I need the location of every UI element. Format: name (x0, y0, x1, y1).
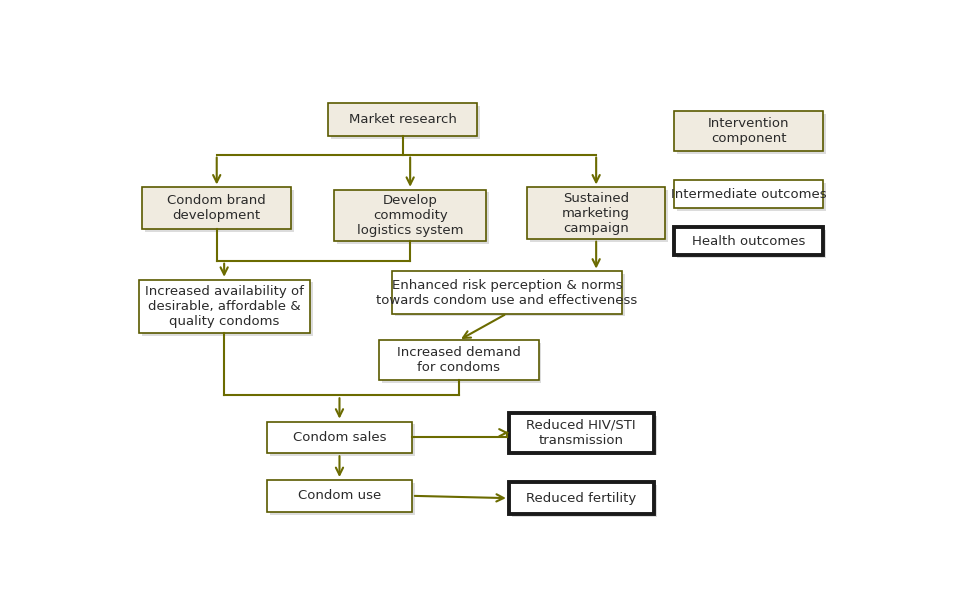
FancyBboxPatch shape (509, 413, 654, 453)
Text: Reduced fertility: Reduced fertility (526, 492, 636, 504)
FancyBboxPatch shape (674, 227, 823, 255)
Text: Condom brand
development: Condom brand development (167, 194, 266, 222)
FancyBboxPatch shape (509, 483, 654, 514)
FancyBboxPatch shape (677, 230, 826, 258)
Text: Increased demand
for condoms: Increased demand for condoms (396, 346, 520, 375)
FancyBboxPatch shape (145, 190, 294, 232)
FancyBboxPatch shape (270, 483, 415, 515)
FancyBboxPatch shape (381, 343, 541, 383)
Text: Condom sales: Condom sales (293, 431, 386, 444)
FancyBboxPatch shape (331, 106, 480, 139)
Text: Increased availability of
desirable, affordable &
quality condoms: Increased availability of desirable, aff… (145, 285, 303, 328)
FancyBboxPatch shape (530, 190, 668, 242)
FancyBboxPatch shape (138, 280, 310, 333)
Text: Reduced HIV/STI
transmission: Reduced HIV/STI transmission (526, 419, 636, 447)
FancyBboxPatch shape (512, 416, 657, 455)
FancyBboxPatch shape (378, 341, 539, 380)
Text: Condom use: Condom use (298, 489, 381, 503)
Text: Develop
commodity
logistics system: Develop commodity logistics system (357, 194, 464, 237)
FancyBboxPatch shape (142, 188, 291, 229)
Text: Intervention
component: Intervention component (708, 117, 789, 145)
FancyBboxPatch shape (334, 190, 487, 241)
FancyBboxPatch shape (141, 282, 313, 336)
FancyBboxPatch shape (267, 480, 412, 512)
FancyBboxPatch shape (674, 112, 823, 151)
Text: Intermediate outcomes: Intermediate outcomes (671, 188, 827, 201)
FancyBboxPatch shape (337, 192, 490, 244)
FancyBboxPatch shape (677, 114, 826, 154)
FancyBboxPatch shape (270, 424, 415, 456)
FancyBboxPatch shape (677, 183, 826, 211)
Text: Market research: Market research (348, 113, 457, 126)
Text: Sustained
marketing
campaign: Sustained marketing campaign (563, 192, 630, 234)
FancyBboxPatch shape (328, 103, 477, 137)
FancyBboxPatch shape (395, 274, 625, 316)
Text: Enhanced risk perception & norms
towards condom use and effectiveness: Enhanced risk perception & norms towards… (376, 279, 637, 307)
FancyBboxPatch shape (267, 421, 412, 453)
Text: Health outcomes: Health outcomes (692, 234, 805, 248)
FancyBboxPatch shape (512, 485, 657, 517)
FancyBboxPatch shape (674, 180, 823, 208)
FancyBboxPatch shape (392, 271, 622, 314)
FancyBboxPatch shape (527, 188, 665, 239)
